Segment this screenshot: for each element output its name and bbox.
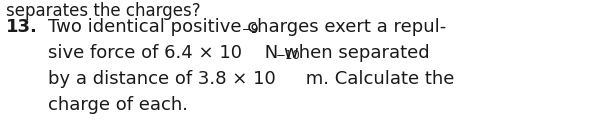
Text: −10: −10: [276, 49, 301, 62]
Text: −9: −9: [242, 23, 259, 36]
Text: charge of each.: charge of each.: [48, 96, 188, 114]
Text: N when separated: N when separated: [259, 44, 430, 62]
Text: −9: −9: [242, 23, 259, 36]
Text: m. Calculate the: m. Calculate the: [301, 70, 455, 88]
Text: by a distance of 3.8 × 10: by a distance of 3.8 × 10: [48, 70, 276, 88]
Text: 13.: 13.: [6, 18, 38, 36]
Text: Two identical positive charges exert a repul-: Two identical positive charges exert a r…: [48, 18, 446, 36]
Text: separates the charges?: separates the charges?: [6, 2, 201, 20]
Text: sive force of 6.4 × 10: sive force of 6.4 × 10: [48, 44, 242, 62]
